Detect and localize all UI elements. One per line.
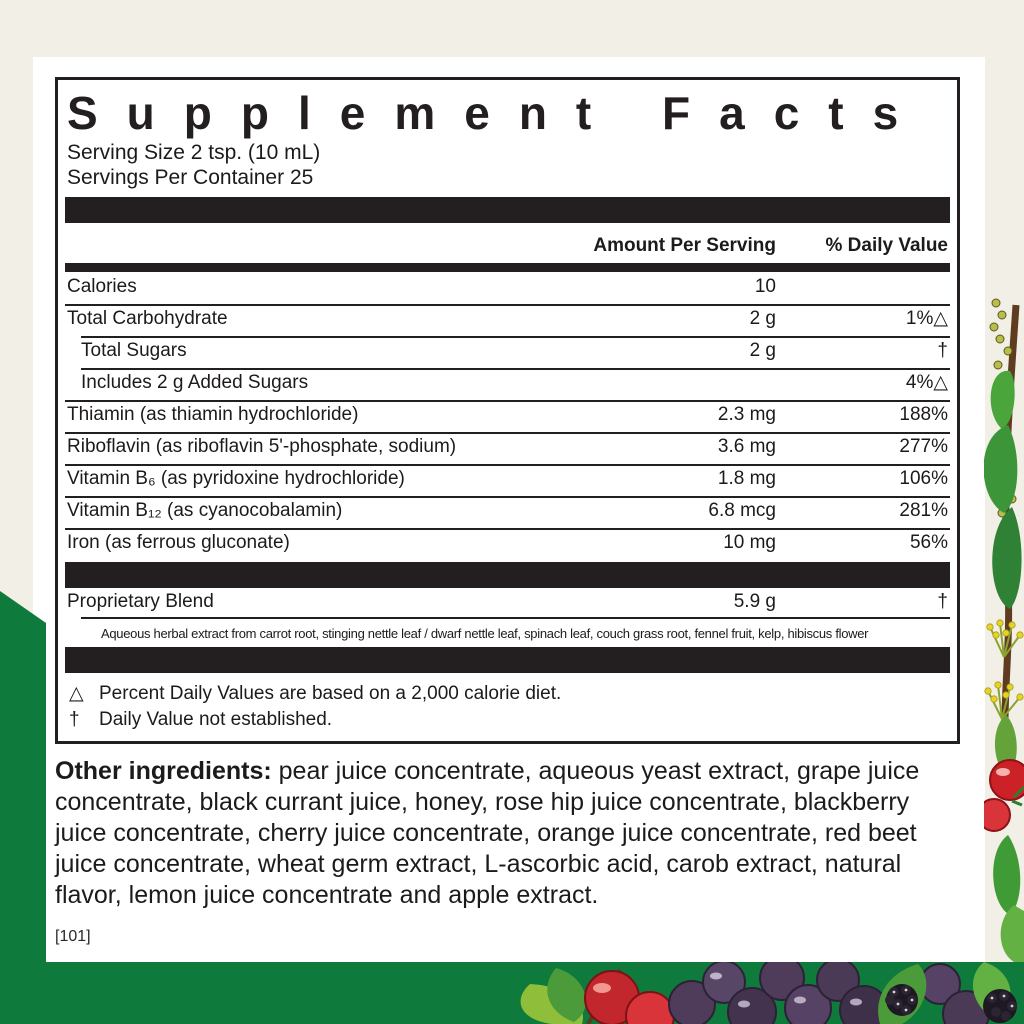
label-code: [101] [55,928,91,945]
table-row: Iron (as ferrous gluconate) 10 mg 56% [65,528,950,560]
nutrient-dv: 188% [899,404,948,425]
blend-amount: 5.9 g [733,591,776,612]
divider-bar-thin [65,263,950,272]
triangle-symbol: △ [69,683,84,704]
nutrient-amount: 1.8 mg [717,468,776,489]
facts-title: Supplement Facts [67,87,928,139]
nutrient-amount: 6.8 mcg [708,500,776,521]
nutrient-name: Includes 2 g Added Sugars [81,372,309,393]
blackberry-icon [983,989,1017,1023]
nutrient-name: Thiamin (as thiamin hydrochloride) [67,404,359,425]
footnote-text: Daily Value not established. [99,709,333,730]
servings-per-container: Servings Per Container 25 [67,166,314,189]
nutrient-name: Vitamin B₆ (as pyridoxine hydrochloride) [67,468,405,489]
green-corner-wedge [0,591,46,1024]
nutrient-dv: † [937,340,948,361]
column-headers: Amount Per Serving % Daily Value [65,223,950,263]
nutrient-rows: Calories 10 Total Carbohydrate 2 g 1%△ T… [65,272,950,560]
nutrient-dv: 1%△ [905,308,948,329]
table-row: Vitamin B₆ (as pyridoxine hydrochloride)… [65,464,950,496]
divider-bar-thick [65,197,950,223]
table-row: Includes 2 g Added Sugars 4%△ [65,368,950,400]
nutrient-dv: 56% [909,532,948,553]
nutrient-dv: 281% [899,500,948,521]
supplement-facts-table: Supplement Facts Serving Size 2 tsp. (10… [55,77,960,744]
dagger-symbol: † [69,709,80,730]
nutrient-name: Calories [67,276,137,297]
nutrient-dv: 277% [899,436,948,457]
nutrient-amount: 2 g [749,308,776,329]
serving-size: Serving Size 2 tsp. (10 mL) [67,141,321,164]
nutrient-amount: 2.3 mg [717,404,776,425]
blend-name: Proprietary Blend [67,591,214,612]
fruits-illustration-icon [0,955,1024,1024]
nutrient-dv: 106% [899,468,948,489]
table-row: Total Carbohydrate 2 g 1%△ [65,304,950,336]
fruit-illustration-band [0,955,1024,1024]
divider-bar-thick [65,562,950,588]
divider-bar-thick [65,647,950,673]
table-row: Vitamin B₁₂ (as cyanocobalamin) 6.8 mcg … [65,496,950,528]
herbs-illustration-icon [977,298,1024,963]
table-row: Riboflavin (as riboflavin 5'-phosphate, … [65,432,950,464]
nutrient-name: Riboflavin (as riboflavin 5'-phosphate, … [67,436,457,457]
nutrient-name: Total Sugars [81,340,187,361]
blend-description: Aqueous herbal extract from carrot root,… [101,626,869,641]
nutrient-amount: 3.6 mg [717,436,776,457]
footnote-dv-not-established: † Daily Value not established. [69,707,948,733]
other-ingredients: Other ingredients: pear juice concentrat… [55,756,960,911]
footnote-daily-values: △ Percent Daily Values are based on a 2,… [69,681,948,707]
nutrient-amount: 2 g [749,340,776,361]
daily-value-column-header: % Daily Value [825,235,948,256]
nutrient-amount: 10 mg [723,532,776,553]
proprietary-blend-row: Proprietary Blend 5.9 g † [65,588,950,619]
amount-column-header: Amount Per Serving [593,235,776,256]
botanical-illustration-strip [977,275,1024,963]
other-ingredients-heading: Other ingredients: [55,757,272,785]
table-row: Thiamin (as thiamin hydrochloride) 2.3 m… [65,400,950,432]
footnote-text: Percent Daily Values are based on a 2,00… [99,683,562,704]
nutrient-dv: 4%△ [905,372,948,393]
footnotes: △ Percent Daily Values are based on a 2,… [65,673,950,735]
table-row: Calories 10 [65,272,950,304]
nutrient-name: Vitamin B₁₂ (as cyanocobalamin) [67,500,343,521]
label-content: Supplement Facts Serving Size 2 tsp. (10… [55,77,960,744]
nutrient-name: Iron (as ferrous gluconate) [67,532,290,553]
other-ingredients-text: pear juice concentrate, aqueous yeast ex… [55,757,920,909]
nutrient-amount: 10 [754,276,776,297]
blackberry-icon [885,984,918,1016]
blend-dv: † [937,591,948,612]
nutrient-name: Total Carbohydrate [67,308,228,329]
table-row: Total Sugars 2 g † [65,336,950,368]
